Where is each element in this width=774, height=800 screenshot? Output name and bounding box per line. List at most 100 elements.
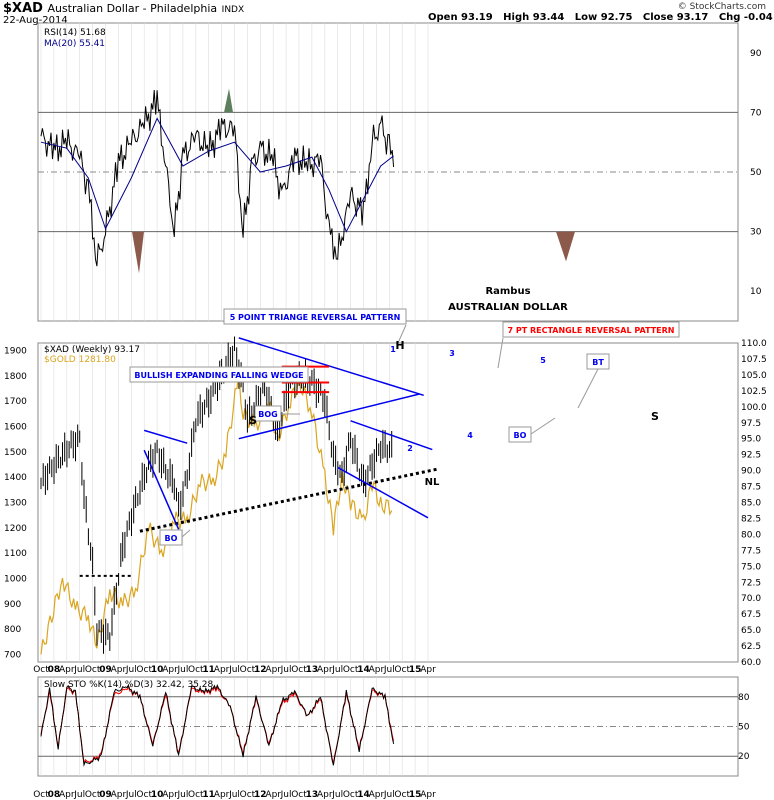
sto-x-tick-label: Jul xyxy=(228,790,240,800)
bt-label: BT xyxy=(592,358,604,367)
price-x-tick-label: Jul xyxy=(331,665,343,675)
price-y-tick: 100.0 xyxy=(741,403,767,413)
price-y-tick: 62.5 xyxy=(741,642,761,652)
gold-y-tick: 1100 xyxy=(4,549,27,559)
sto-x-tick-label: Jul xyxy=(280,790,292,800)
price-x-tick-label: 08 xyxy=(48,665,61,675)
gold-y-tick: 1500 xyxy=(4,448,27,458)
price-y-tick: 90.0 xyxy=(741,467,761,477)
gold-y-tick: 800 xyxy=(4,625,21,635)
price-x-tick-label: Apr xyxy=(162,665,178,675)
price-x-tick-label: 11 xyxy=(202,665,215,675)
price-y-tick: 67.5 xyxy=(741,610,761,620)
price-x-tick-label: Oct xyxy=(33,665,49,675)
price-y-tick: 80.0 xyxy=(741,530,761,540)
point-1-label: 1 xyxy=(390,345,396,354)
sto-x-tick-label: 12 xyxy=(254,790,267,800)
rsi-overbought-fill xyxy=(224,88,233,113)
triangle-pattern-label-box xyxy=(223,308,407,325)
open-label: Open xyxy=(428,12,458,23)
rectangle-callout xyxy=(497,337,504,369)
gold-y-tick: 1400 xyxy=(4,473,27,483)
rectangle-pattern-label-box xyxy=(502,321,680,338)
price-y-tick: 75.0 xyxy=(741,562,761,572)
rsi-y-tick: 10 xyxy=(750,287,762,297)
gold-y-tick: 1600 xyxy=(4,423,27,433)
rsi-y-tick: 70 xyxy=(750,108,762,118)
sto-k-line xyxy=(40,684,395,767)
sto-x-tick-label: Oct xyxy=(136,790,152,800)
rsi-oversold-fill xyxy=(132,231,144,274)
sto-x-tick-label: Apr xyxy=(59,790,75,800)
sto-y-tick: 50 xyxy=(738,723,750,733)
price-y-tick: 72.5 xyxy=(741,578,761,588)
rsi-oversold-fill-2 xyxy=(556,231,575,262)
bt-callout xyxy=(577,368,599,409)
sto-x-tick-label: Oct xyxy=(85,790,101,800)
bo-label: BO xyxy=(165,534,178,543)
rsi-ma-line xyxy=(40,117,394,233)
rsi-y-tick: 90 xyxy=(750,49,762,59)
sto-x-tick-label: Jul xyxy=(331,790,343,800)
price-x-tick-label: Jul xyxy=(280,665,292,675)
gold-y-tick: 1000 xyxy=(4,574,27,584)
price-x-tick-label: Apr xyxy=(420,665,436,675)
high-value: 93.44 xyxy=(532,12,565,23)
point-2-label: 2 xyxy=(407,444,413,453)
price-x-tick-label: Apr xyxy=(214,665,230,675)
sto-x-tick-label: Apr xyxy=(162,790,178,800)
price-y-tick: 92.5 xyxy=(741,451,761,461)
price-x-tick-label: Oct xyxy=(394,665,410,675)
instrument-name: Australian Dollar - Philadelphia xyxy=(47,2,218,15)
price-y-tick: 60.0 xyxy=(741,658,761,668)
sto-y-tick: 80 xyxy=(738,693,750,703)
head-label: H xyxy=(395,339,404,352)
sto-x-tick-label: Oct xyxy=(188,790,204,800)
sto-x-tick-label: Apr xyxy=(111,790,127,800)
price-y-tick: 110.0 xyxy=(741,339,767,349)
price-x-tick-label: 14 xyxy=(357,665,370,675)
symbol: $XAD xyxy=(3,1,43,16)
price-x-tick-label: 12 xyxy=(254,665,267,675)
price-y-tick: 65.0 xyxy=(741,626,761,636)
price-y-tick: 77.5 xyxy=(741,546,761,556)
sto-x-tick-label: 14 xyxy=(357,790,370,800)
price-x-tick-label: Apr xyxy=(111,665,127,675)
rsi-legend: RSI(14) 51.68 xyxy=(44,28,106,38)
price-y-tick: 102.5 xyxy=(741,387,767,397)
price-x-tick-label: Oct xyxy=(188,665,204,675)
point-3-label: 3 xyxy=(449,349,455,358)
triangle-top-line xyxy=(238,337,424,397)
sto-x-tick-label: Oct xyxy=(343,790,359,800)
low-value: 92.75 xyxy=(600,12,633,23)
price-x-tick-label: Oct xyxy=(85,665,101,675)
price-x-tick-label: Jul xyxy=(228,665,240,675)
price-legend: $XAD (Weekly) 93.17 xyxy=(44,345,140,355)
close-label: Close xyxy=(642,12,674,23)
sto-x-tick-label: Apr xyxy=(369,790,385,800)
sto-y-tick: 20 xyxy=(738,752,750,762)
price-x-tick-label: 10 xyxy=(151,665,164,675)
australian-dollar-label: AUSTRALIAN DOLLAR xyxy=(448,302,568,313)
sto-x-tick-label: 09 xyxy=(99,790,112,800)
left-shoulder-label: S xyxy=(249,414,257,427)
price-y-tick: 85.0 xyxy=(741,499,761,509)
gold-legend: $GOLD 1281.80 xyxy=(44,355,116,365)
rsi-y-tick: 50 xyxy=(750,168,762,178)
close-value: 93.17 xyxy=(676,12,709,23)
ma-legend: MA(20) 55.41 xyxy=(44,39,105,49)
sto-x-tick-label: Oct xyxy=(240,790,256,800)
price-x-tick-label: Apr xyxy=(59,665,75,675)
bo-label-2-box xyxy=(508,426,532,443)
gold-y-tick: 1200 xyxy=(4,524,27,534)
wedge-bottom-line xyxy=(143,449,180,530)
wedge-pattern-label-box xyxy=(129,366,309,383)
low-label: Low xyxy=(574,12,598,23)
sto-x-tick-label: Jul xyxy=(176,790,188,800)
bo-callout-2 xyxy=(530,417,556,435)
rambus-label: Rambus xyxy=(485,286,530,297)
sto-x-tick-label: Jul xyxy=(73,790,85,800)
high-label: High xyxy=(503,12,530,23)
